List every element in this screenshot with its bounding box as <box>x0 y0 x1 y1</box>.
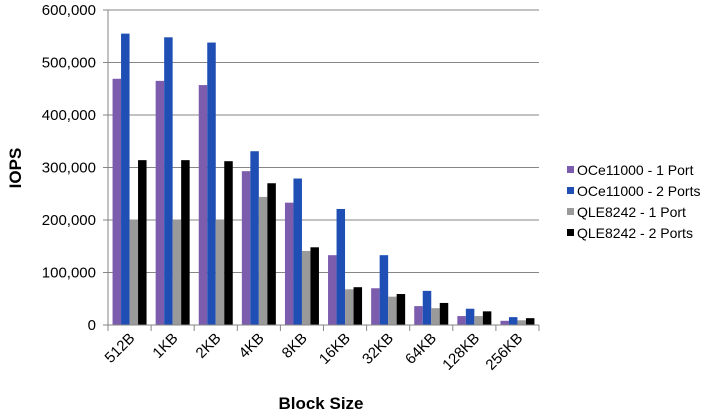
bar <box>172 219 182 325</box>
y-axis-title: IOPS <box>6 148 25 189</box>
y-tick-label: 300,000 <box>42 160 96 177</box>
x-tick-label: 8KB <box>279 330 311 362</box>
legend-label: OCe11000 - 1 Port <box>577 162 694 178</box>
y-tick-label: 400,000 <box>42 107 96 124</box>
bar <box>396 294 406 325</box>
bar <box>129 219 139 325</box>
bar <box>301 250 311 325</box>
x-tick-label: 1KB <box>149 330 181 362</box>
x-tick-label: 64KB <box>402 330 440 368</box>
legend-swatch <box>567 166 574 173</box>
bar <box>414 306 423 325</box>
y-tick-labels: 0 100,000 200,000 300,000 400,000 500,000 600,… <box>42 2 96 334</box>
legend-label: OCe11000 - 2 Ports <box>577 183 700 199</box>
bar <box>112 78 122 326</box>
bar <box>525 318 535 325</box>
legend-swatch <box>567 187 574 194</box>
bar <box>328 255 337 325</box>
x-tick-label: 16KB <box>316 330 354 368</box>
legend-label: QLE8242 - 1 Port <box>577 204 686 220</box>
y-tick-label: 500,000 <box>42 55 96 72</box>
bar <box>258 196 268 325</box>
bar <box>379 255 389 325</box>
x-tick-label: 128KB <box>439 330 483 374</box>
bar <box>293 178 302 325</box>
bar <box>241 171 251 325</box>
bar <box>198 85 208 325</box>
bar <box>474 316 483 325</box>
bar <box>371 288 380 325</box>
x-tick-label: 32KB <box>359 330 397 368</box>
bar <box>121 33 130 325</box>
bar <box>164 37 173 326</box>
bar <box>310 247 319 325</box>
bars <box>112 33 535 326</box>
y-tick-label: 200,000 <box>42 212 96 229</box>
bar <box>267 183 276 325</box>
bar <box>215 219 225 325</box>
bar <box>388 296 397 325</box>
legend-swatch <box>567 229 574 236</box>
axes <box>107 10 540 331</box>
x-axis-title: Block Size <box>278 394 363 413</box>
x-tick-labels: 512B 1KB 2KB 4KB 8KB 16KB 32KB 64KB 128KB 256KB <box>102 330 527 374</box>
bar <box>345 289 354 325</box>
bar <box>457 316 466 325</box>
bar <box>508 317 518 325</box>
bar <box>224 161 233 325</box>
bar <box>431 308 440 325</box>
bar <box>353 287 363 325</box>
bar <box>138 160 147 325</box>
x-tick-label: 4KB <box>236 330 268 362</box>
bar <box>517 320 526 325</box>
bar <box>422 290 432 325</box>
bar <box>250 151 259 325</box>
x-tick-label: 512B <box>102 330 139 367</box>
bar <box>207 42 216 326</box>
y-tick-label: 0 <box>88 317 96 334</box>
y-tick-label: 600,000 <box>42 2 96 19</box>
bar <box>482 311 492 325</box>
y-tick-label: 100,000 <box>42 265 96 282</box>
bar <box>336 208 346 325</box>
x-tick-label: 2KB <box>193 330 225 362</box>
bar <box>500 320 509 325</box>
bar <box>439 302 449 325</box>
legend-swatch <box>567 208 574 215</box>
bar <box>465 308 475 325</box>
bar <box>284 202 294 325</box>
legend-label: QLE8242 - 2 Ports <box>577 225 693 241</box>
legend: OCe11000 - 1 Port OCe11000 - 2 Ports QLE82… <box>567 162 700 241</box>
bar <box>181 160 190 325</box>
bar <box>155 80 165 325</box>
x-tick-label: 256KB <box>482 330 526 374</box>
